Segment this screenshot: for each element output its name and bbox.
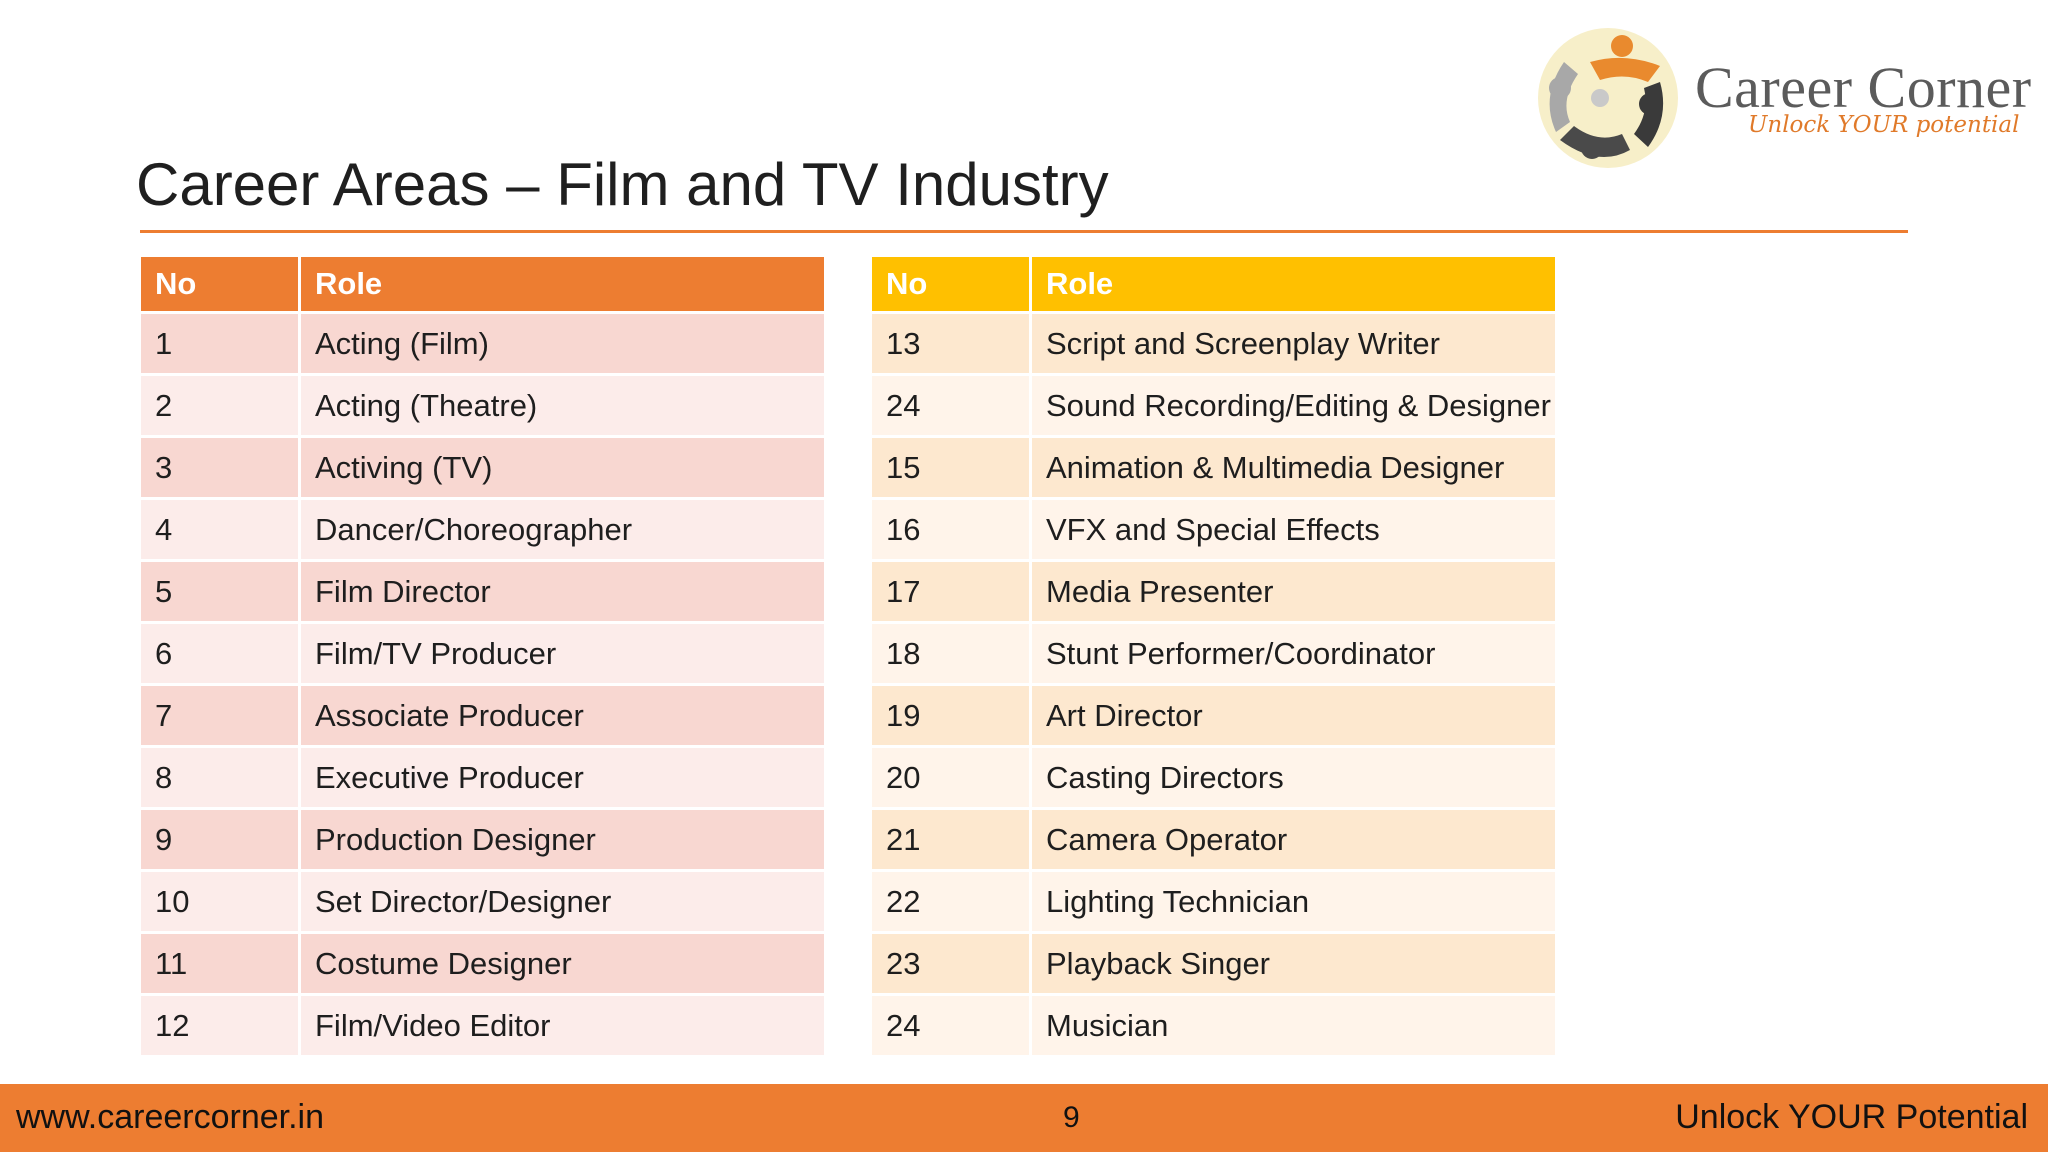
row-role: Stunt Performer/Coordinator — [1032, 624, 1555, 683]
table-header-row: No Role — [872, 257, 1555, 311]
row-role: Acting (Film) — [301, 314, 824, 373]
footer-website: www.careercorner.in — [16, 1098, 325, 1136]
row-role: Lighting Technician — [1032, 872, 1555, 931]
row-role: Film/TV Producer — [301, 624, 824, 683]
career-roles-table-right: No Role 13 Script and Screenplay Writer 2… — [872, 254, 1555, 1058]
logo-tagline: Unlock YOUR potential — [1748, 112, 2020, 138]
footer-slogan: Unlock YOUR Potential — [1675, 1098, 2028, 1136]
row-number: 21 — [872, 810, 1032, 869]
table-row: 11 Costume Designer — [141, 934, 824, 993]
table-row: 12 Film/Video Editor — [141, 996, 824, 1055]
row-number: 23 — [872, 934, 1032, 993]
row-role: Camera Operator — [1032, 810, 1555, 869]
row-role: Costume Designer — [301, 934, 824, 993]
row-number: 16 — [872, 500, 1032, 559]
row-number: 6 — [141, 624, 301, 683]
row-role: Activing (TV) — [301, 438, 824, 497]
row-number: 11 — [141, 934, 301, 993]
row-number: 4 — [141, 500, 301, 559]
table-row: 5 Film Director — [141, 562, 824, 621]
table-row: 8 Executive Producer — [141, 748, 824, 807]
row-role: Production Designer — [301, 810, 824, 869]
table-row: 24 Sound Recording/Editing & Designer — [872, 376, 1555, 435]
column-header-no: No — [141, 257, 301, 311]
row-number: 2 — [141, 376, 301, 435]
row-role: Set Director/Designer — [301, 872, 824, 931]
slide-title: Career Areas – Film and TV Industry — [136, 151, 1109, 218]
row-role: Dancer/Choreographer — [301, 500, 824, 559]
footer-bar: www.careercorner.in 9 Unlock YOUR Potent… — [0, 1084, 2048, 1152]
row-number: 9 — [141, 810, 301, 869]
row-role: Sound Recording/Editing & Designer — [1032, 376, 1555, 435]
table-header-row: No Role — [141, 257, 824, 311]
row-role: Acting (Theatre) — [301, 376, 824, 435]
table-row: 1 Acting (Film) — [141, 314, 824, 373]
table-row: 7 Associate Producer — [141, 686, 824, 745]
table-row: 3 Activing (TV) — [141, 438, 824, 497]
career-roles-table-left: No Role 1 Acting (Film) 2 Acting (Theatre)… — [141, 254, 824, 1058]
row-role: Film/Video Editor — [301, 996, 824, 1055]
table-row: 2 Acting (Theatre) — [141, 376, 824, 435]
title-divider — [140, 230, 1908, 233]
table-row: 18 Stunt Performer/Coordinator — [872, 624, 1555, 683]
table-row: 10 Set Director/Designer — [141, 872, 824, 931]
table-row: 13 Script and Screenplay Writer — [872, 314, 1555, 373]
table-row: 9 Production Designer — [141, 810, 824, 869]
row-number: 18 — [872, 624, 1032, 683]
table-row: 6 Film/TV Producer — [141, 624, 824, 683]
row-role: Casting Directors — [1032, 748, 1555, 807]
people-circle-logo-icon — [1538, 28, 1678, 168]
row-role: Playback Singer — [1032, 934, 1555, 993]
row-number: 8 — [141, 748, 301, 807]
row-number: 3 — [141, 438, 301, 497]
row-number: 12 — [141, 996, 301, 1055]
row-role: VFX and Special Effects — [1032, 500, 1555, 559]
row-number: 10 — [141, 872, 301, 931]
table-row: 20 Casting Directors — [872, 748, 1555, 807]
table-row: 4 Dancer/Choreographer — [141, 500, 824, 559]
career-corner-logo: Career Corner Unlock YOUR potential — [1530, 22, 2048, 182]
row-number: 7 — [141, 686, 301, 745]
row-number: 15 — [872, 438, 1032, 497]
logo-brand-name: Career Corner — [1695, 55, 2032, 120]
row-number: 24 — [872, 996, 1032, 1055]
row-number: 20 — [872, 748, 1032, 807]
table-row: 21 Camera Operator — [872, 810, 1555, 869]
row-number: 24 — [872, 376, 1032, 435]
row-number: 1 — [141, 314, 301, 373]
row-number: 19 — [872, 686, 1032, 745]
row-role: Media Presenter — [1032, 562, 1555, 621]
row-number: 13 — [872, 314, 1032, 373]
row-number: 5 — [141, 562, 301, 621]
column-header-role: Role — [1032, 257, 1555, 311]
table-row: 23 Playback Singer — [872, 934, 1555, 993]
row-number: 22 — [872, 872, 1032, 931]
column-header-role: Role — [301, 257, 824, 311]
table-row: 24 Musician — [872, 996, 1555, 1055]
table-row: 22 Lighting Technician — [872, 872, 1555, 931]
table-row: 16 VFX and Special Effects — [872, 500, 1555, 559]
footer-page-number: 9 — [1063, 1101, 1080, 1134]
row-role: Executive Producer — [301, 748, 824, 807]
row-role: Film Director — [301, 562, 824, 621]
row-role: Associate Producer — [301, 686, 824, 745]
row-role: Animation & Multimedia Designer — [1032, 438, 1555, 497]
row-role: Art Director — [1032, 686, 1555, 745]
row-number: 17 — [872, 562, 1032, 621]
table-row: 17 Media Presenter — [872, 562, 1555, 621]
table-row: 19 Art Director — [872, 686, 1555, 745]
column-header-no: No — [872, 257, 1032, 311]
row-role: Script and Screenplay Writer — [1032, 314, 1555, 373]
row-role: Musician — [1032, 996, 1555, 1055]
table-row: 15 Animation & Multimedia Designer — [872, 438, 1555, 497]
